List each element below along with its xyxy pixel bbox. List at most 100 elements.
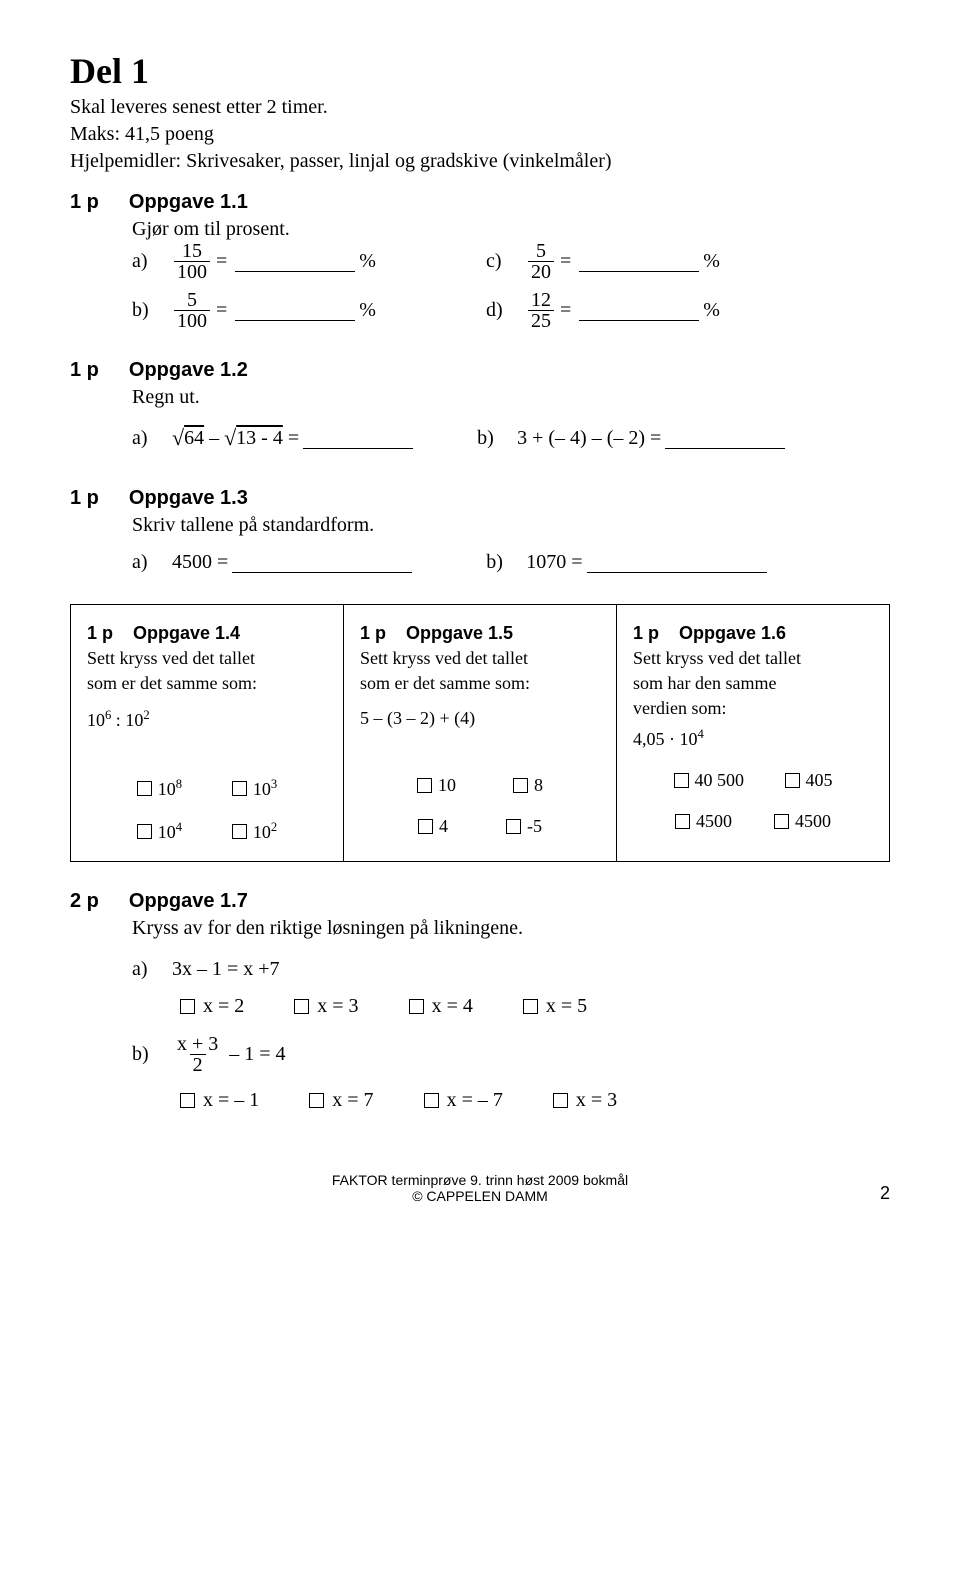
box2-opt2-checkbox[interactable] — [513, 778, 528, 793]
minus-sign: – — [204, 427, 224, 450]
box2-opt1-checkbox[interactable] — [417, 778, 432, 793]
box3-expr-exp: 4 — [698, 727, 704, 741]
page-number: 2 — [880, 1183, 890, 1204]
q1-1-b-unit: % — [359, 299, 376, 322]
box2-o4: -5 — [527, 816, 542, 837]
box3-o3: 4500 — [696, 811, 732, 832]
q1-7-b-o2: x = 7 — [332, 1089, 373, 1112]
q1-1-a-den: 100 — [174, 261, 210, 282]
q1-2-b-label: b) — [477, 427, 517, 450]
box3-expr-coef: 4,05 · 10 — [633, 729, 698, 749]
q1-7-a-o2: x = 3 — [317, 995, 358, 1018]
q1-1-text: Gjør om til prosent. — [132, 218, 890, 241]
q1-1-c-blank[interactable] — [579, 251, 699, 272]
q1-7-a-opt4-checkbox[interactable] — [523, 999, 538, 1014]
box3-o1: 40 500 — [695, 770, 745, 791]
box1-expr-e2: 2 — [143, 708, 149, 722]
q1-3-a-label: a) — [132, 551, 172, 574]
box1-expr-b2: 10 — [125, 710, 143, 730]
q1-2-text: Regn ut. — [132, 386, 890, 409]
intro-line-2: Maks: 41,5 poeng — [70, 123, 890, 146]
box-1-6: 1 p Oppgave 1.6 Sett kryss ved det talle… — [617, 605, 889, 861]
box1-opt4-checkbox[interactable] — [232, 824, 247, 839]
box1-opt1-checkbox[interactable] — [137, 781, 152, 796]
q1-2-b-blank[interactable] — [665, 428, 785, 449]
box3-opt1-checkbox[interactable] — [674, 773, 689, 788]
box1-points: 1 p — [87, 623, 113, 644]
q1-1-points: 1 p — [70, 191, 99, 214]
q1-3-b-blank[interactable] — [587, 552, 767, 573]
q1-1-d-blank[interactable] — [579, 300, 699, 321]
box2-line2: som er det samme som: — [360, 673, 600, 694]
equals-sign: = — [560, 299, 571, 322]
q1-1-d-unit: % — [703, 299, 720, 322]
q1-7-b-opt3-checkbox[interactable] — [424, 1093, 439, 1108]
q1-1-b-den: 100 — [174, 310, 210, 331]
box3-opt2-checkbox[interactable] — [785, 773, 800, 788]
box2-opt4-checkbox[interactable] — [506, 819, 521, 834]
q1-1-heading: Oppgave 1.1 — [129, 191, 248, 214]
equals-sign: = — [283, 427, 299, 450]
q1-3-a-blank[interactable] — [232, 552, 412, 573]
q1-7-b-opt4-checkbox[interactable] — [553, 1093, 568, 1108]
q1-1-b-num: 5 — [184, 290, 200, 310]
q1-2-a-blank[interactable] — [303, 428, 413, 449]
q1-2-heading: Oppgave 1.2 — [129, 359, 248, 382]
q1-2-points: 1 p — [70, 359, 99, 382]
q1-7-a-opt2-checkbox[interactable] — [294, 999, 309, 1014]
q1-1-c-unit: % — [703, 250, 720, 273]
box1-opt2-checkbox[interactable] — [232, 781, 247, 796]
q1-2-a-label: a) — [132, 427, 172, 450]
q1-7-b-den: 2 — [190, 1054, 206, 1075]
box3-points: 1 p — [633, 623, 659, 644]
sqrt-icon: √ — [224, 425, 236, 451]
q1-7-a-o4: x = 5 — [546, 995, 587, 1018]
box2-opt3-checkbox[interactable] — [418, 819, 433, 834]
box3-line2: som har den samme — [633, 673, 873, 694]
q1-7-b-opt2-checkbox[interactable] — [309, 1093, 324, 1108]
box-1-5: 1 p Oppgave 1.5 Sett kryss ved det talle… — [344, 605, 617, 861]
q1-7-a-expr: 3x – 1 = x +7 — [172, 958, 280, 981]
q1-1-a-unit: % — [359, 250, 376, 273]
box1-line1: Sett kryss ved det tallet — [87, 648, 327, 669]
box1-o2: 10 — [253, 779, 271, 799]
q1-1-b-blank[interactable] — [235, 300, 355, 321]
sqrt-icon: √ — [172, 425, 184, 451]
q1-2-b-expr: 3 + (– 4) – (– 2) = — [517, 427, 661, 450]
box1-o3e: 4 — [176, 820, 182, 834]
box2-points: 1 p — [360, 623, 386, 644]
box1-expr-op: : — [111, 710, 125, 730]
q1-2-a-sqrt2: 13 - 4 — [236, 427, 283, 450]
box3-opt4-checkbox[interactable] — [774, 814, 789, 829]
q1-7-a-label: a) — [132, 958, 172, 981]
q1-1-a-blank[interactable] — [235, 251, 355, 272]
box3-opt3-checkbox[interactable] — [675, 814, 690, 829]
box1-o3: 10 — [158, 822, 176, 842]
box1-o1: 10 — [158, 779, 176, 799]
q1-7-a-opt1-checkbox[interactable] — [180, 999, 195, 1014]
box2-expr: 5 – (3 – 2) + (4) — [360, 708, 600, 729]
q1-1-d-label: d) — [486, 299, 526, 322]
q1-7-b-num: x + 3 — [174, 1034, 221, 1054]
q1-1-d-den: 25 — [528, 310, 554, 331]
box1-o1e: 8 — [176, 777, 182, 791]
q1-7-b-rest: – 1 = 4 — [229, 1043, 285, 1066]
q1-3-b-expr: 1070 = — [526, 551, 582, 574]
q1-7-points: 2 p — [70, 890, 99, 913]
intro-line-1: Skal leveres senest etter 2 timer. — [70, 96, 890, 119]
q1-7-a-opt3-checkbox[interactable] — [409, 999, 424, 1014]
box2-heading: Oppgave 1.5 — [406, 623, 513, 644]
q1-7-b-o4: x = 3 — [576, 1089, 617, 1112]
intro-line-3: Hjelpemidler: Skrivesaker, passer, linja… — [70, 150, 890, 173]
q1-3-b-label: b) — [486, 551, 526, 574]
q1-7-b-label: b) — [132, 1043, 172, 1066]
box1-opt3-checkbox[interactable] — [137, 824, 152, 839]
q1-1-a-num: 15 — [179, 241, 205, 261]
box3-o4: 4500 — [795, 811, 831, 832]
box1-o4e: 2 — [271, 820, 277, 834]
q1-7-b-o1: x = – 1 — [203, 1089, 259, 1112]
q1-1-b-label: b) — [132, 299, 172, 322]
q1-3-a-expr: 4500 = — [172, 551, 228, 574]
q1-7-b-opt1-checkbox[interactable] — [180, 1093, 195, 1108]
multiple-choice-boxes: 1 p Oppgave 1.4 Sett kryss ved det talle… — [70, 604, 890, 862]
